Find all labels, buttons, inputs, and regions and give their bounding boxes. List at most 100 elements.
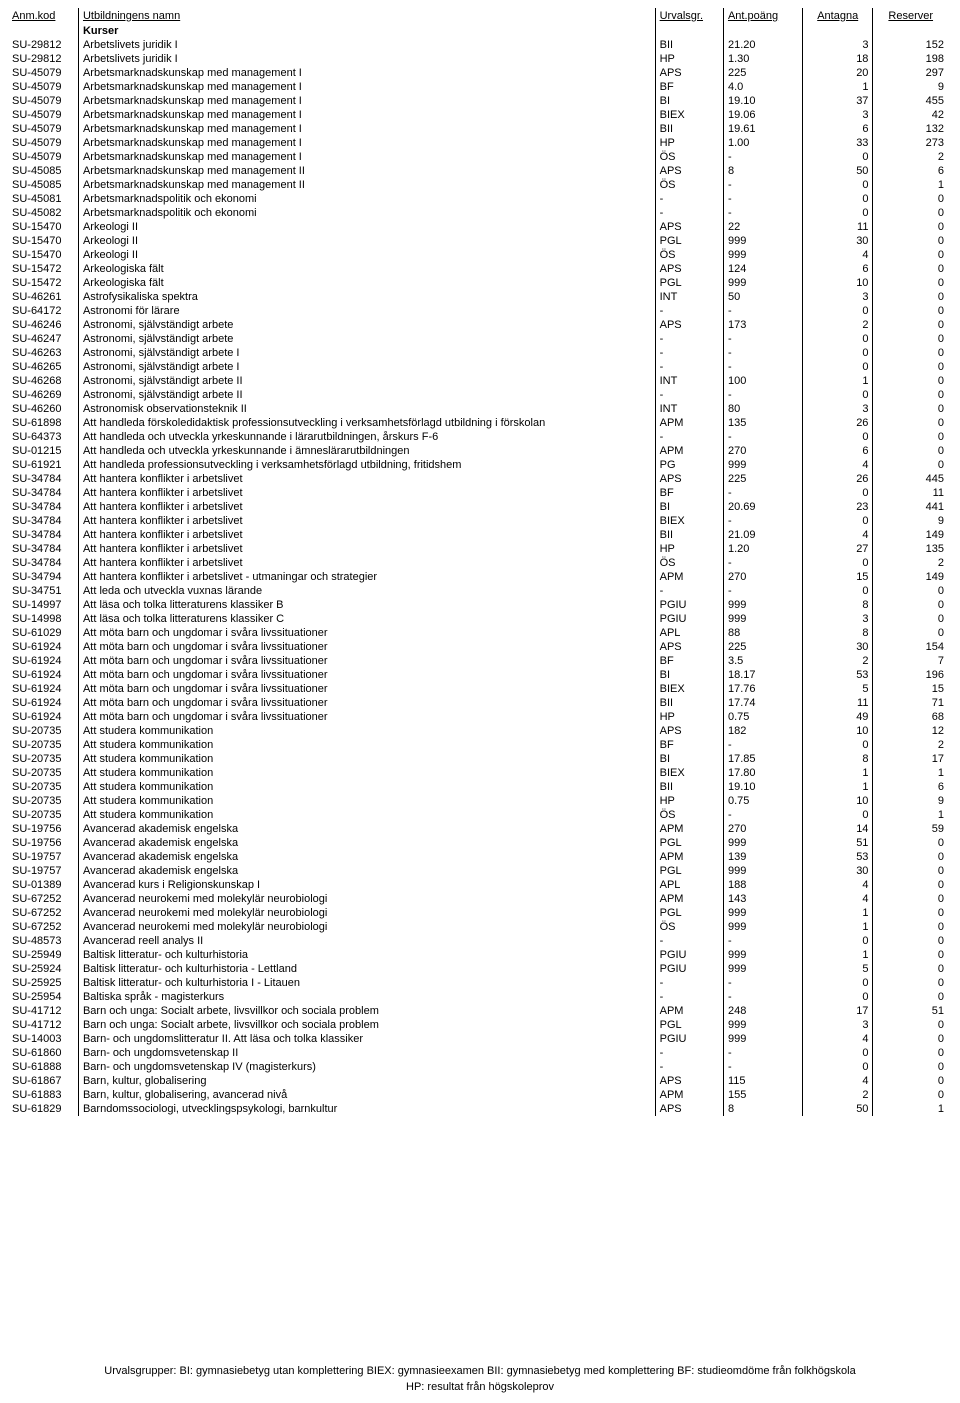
cell-name: Att studera kommunikation bbox=[78, 752, 655, 766]
cell-name: Barndomssociologi, utvecklingspsykologi,… bbox=[78, 1102, 655, 1116]
table-row: SU-29812Arbetslivets juridik IBII21.2031… bbox=[8, 38, 952, 52]
cell-antagna: 4 bbox=[802, 1032, 872, 1046]
cell-urv: APS bbox=[655, 220, 723, 234]
cell-code: SU-25925 bbox=[8, 976, 78, 990]
cell-reserver: 0 bbox=[873, 976, 952, 990]
cell-reserver: 1 bbox=[873, 808, 952, 822]
cell-antagna: 2 bbox=[802, 1088, 872, 1102]
table-row: SU-61924Att möta barn och ungdomar i svå… bbox=[8, 654, 952, 668]
cell-poang: - bbox=[723, 556, 802, 570]
cell-name: Att studera kommunikation bbox=[78, 794, 655, 808]
cell-name: Att möta barn och ungdomar i svåra livss… bbox=[78, 696, 655, 710]
cell-antagna: 14 bbox=[802, 822, 872, 836]
cell-poang: 999 bbox=[723, 248, 802, 262]
cell-poang: - bbox=[723, 976, 802, 990]
cell-code: SU-15470 bbox=[8, 220, 78, 234]
cell-poang: 22 bbox=[723, 220, 802, 234]
cell-code: SU-61029 bbox=[8, 626, 78, 640]
table-row: SU-45079Arbetsmarknadskunskap med manage… bbox=[8, 66, 952, 80]
cell-reserver: 152 bbox=[873, 38, 952, 52]
cell-name: Astrofysikaliska spektra bbox=[78, 290, 655, 304]
cell-reserver: 42 bbox=[873, 108, 952, 122]
cell-urv: PGIU bbox=[655, 1032, 723, 1046]
cell-name: Avancerad kurs i Religionskunskap I bbox=[78, 878, 655, 892]
cell-poang: 21.20 bbox=[723, 38, 802, 52]
cell-code: SU-45079 bbox=[8, 108, 78, 122]
cell-code: SU-64373 bbox=[8, 430, 78, 444]
cell-name: Barn- och ungdomsvetenskap II bbox=[78, 1046, 655, 1060]
table-row: SU-61829Barndomssociologi, utvecklingsps… bbox=[8, 1102, 952, 1116]
header-res: Reserver bbox=[873, 8, 952, 24]
cell-code: SU-64172 bbox=[8, 304, 78, 318]
cell-code: SU-29812 bbox=[8, 38, 78, 52]
cell-reserver: 0 bbox=[873, 1060, 952, 1074]
cell-code: SU-25924 bbox=[8, 962, 78, 976]
cell-antagna: 30 bbox=[802, 640, 872, 654]
cell-antagna: 2 bbox=[802, 654, 872, 668]
cell-name: Att möta barn och ungdomar i svåra livss… bbox=[78, 682, 655, 696]
cell-antagna: 0 bbox=[802, 430, 872, 444]
cell-reserver: 6 bbox=[873, 780, 952, 794]
cell-antagna: 4 bbox=[802, 458, 872, 472]
cell-antagna: 0 bbox=[802, 192, 872, 206]
cell-antagna: 3 bbox=[802, 290, 872, 304]
cell-code: SU-41712 bbox=[8, 1004, 78, 1018]
cell-code: SU-20735 bbox=[8, 738, 78, 752]
cell-antagna: 3 bbox=[802, 108, 872, 122]
cell-reserver: 135 bbox=[873, 542, 952, 556]
cell-antagna: 17 bbox=[802, 1004, 872, 1018]
cell-name: Astronomi, självständigt arbete bbox=[78, 332, 655, 346]
cell-urv: HP bbox=[655, 542, 723, 556]
cell-antagna: 49 bbox=[802, 710, 872, 724]
cell-poang: - bbox=[723, 304, 802, 318]
cell-name: Arkeologiska fält bbox=[78, 262, 655, 276]
cell-reserver: 0 bbox=[873, 934, 952, 948]
section-row: Kurser bbox=[8, 24, 952, 38]
cell-poang: 100 bbox=[723, 374, 802, 388]
cell-name: Barn och unga: Socialt arbete, livsvillk… bbox=[78, 1004, 655, 1018]
cell-name: Arbetsmarknadskunskap med management II bbox=[78, 178, 655, 192]
cell-code: SU-20735 bbox=[8, 794, 78, 808]
table-row: SU-45079Arbetsmarknadskunskap med manage… bbox=[8, 108, 952, 122]
cell-antagna: 1 bbox=[802, 906, 872, 920]
table-row: SU-25924Baltisk litteratur- och kulturhi… bbox=[8, 962, 952, 976]
cell-code: SU-20735 bbox=[8, 724, 78, 738]
cell-poang: 248 bbox=[723, 1004, 802, 1018]
cell-antagna: 0 bbox=[802, 1046, 872, 1060]
cell-reserver: 9 bbox=[873, 80, 952, 94]
cell-code: SU-67252 bbox=[8, 892, 78, 906]
cell-poang: 999 bbox=[723, 920, 802, 934]
cell-code: SU-34751 bbox=[8, 584, 78, 598]
table-row: SU-15470Arkeologi IIÖS99940 bbox=[8, 248, 952, 262]
cell-antagna: 4 bbox=[802, 892, 872, 906]
cell-reserver: 0 bbox=[873, 416, 952, 430]
cell-urv: APM bbox=[655, 444, 723, 458]
cell-poang: 1.00 bbox=[723, 136, 802, 150]
cell-urv: APM bbox=[655, 570, 723, 584]
cell-poang: 0.75 bbox=[723, 710, 802, 724]
cell-antagna: 53 bbox=[802, 668, 872, 682]
cell-name: Att möta barn och ungdomar i svåra livss… bbox=[78, 654, 655, 668]
cell-urv: BI bbox=[655, 94, 723, 108]
cell-code: SU-34784 bbox=[8, 542, 78, 556]
cell-antagna: 51 bbox=[802, 836, 872, 850]
cell-antagna: 8 bbox=[802, 626, 872, 640]
cell-reserver: 0 bbox=[873, 402, 952, 416]
cell-urv: PGIU bbox=[655, 598, 723, 612]
header-row: Anm.kod Utbildningens namn Urvalsgr. Ant… bbox=[8, 8, 952, 24]
table-row: SU-20735Att studera kommunikationBF-02 bbox=[8, 738, 952, 752]
table-row: SU-14998Att läsa och tolka litteraturens… bbox=[8, 612, 952, 626]
cell-urv: PGL bbox=[655, 864, 723, 878]
table-row: SU-46268Astronomi, självständigt arbete … bbox=[8, 374, 952, 388]
table-row: SU-01389Avancerad kurs i Religionskunska… bbox=[8, 878, 952, 892]
cell-urv: BIEX bbox=[655, 108, 723, 122]
table-row: SU-41712Barn och unga: Socialt arbete, l… bbox=[8, 1018, 952, 1032]
cell-urv: APS bbox=[655, 640, 723, 654]
cell-name: Barn och unga: Socialt arbete, livsvillk… bbox=[78, 1018, 655, 1032]
cell-urv: APS bbox=[655, 724, 723, 738]
cell-urv: PGL bbox=[655, 1018, 723, 1032]
cell-code: SU-45085 bbox=[8, 178, 78, 192]
cell-code: SU-61924 bbox=[8, 668, 78, 682]
cell-code: SU-19757 bbox=[8, 864, 78, 878]
table-row: SU-20735Att studera kommunikationBII19.1… bbox=[8, 780, 952, 794]
